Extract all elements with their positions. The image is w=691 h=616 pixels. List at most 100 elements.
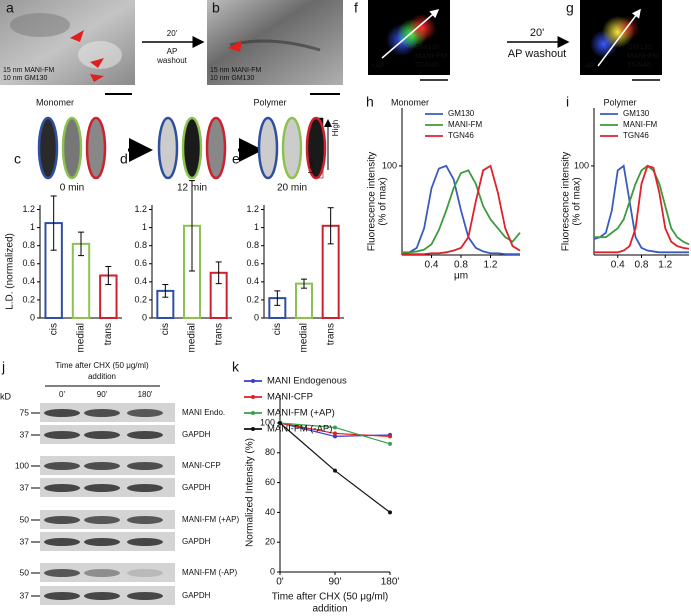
blot-band: [127, 409, 163, 417]
x-tick-label: cis: [272, 323, 283, 335]
y-tick-label: 40: [265, 507, 275, 517]
em-image: [0, 0, 135, 85]
legend-label: MANI-FM (-AP): [267, 424, 332, 435]
y-tick-label: 1.2: [134, 204, 147, 214]
panel-letter: a: [6, 0, 14, 16]
panel-letter: d: [120, 151, 128, 167]
arrow: [597, 8, 641, 67]
blot-label: GAPDH: [182, 483, 211, 492]
cisterna: [157, 116, 179, 180]
point: [333, 425, 337, 430]
blot-band: [84, 484, 120, 492]
x-tick-label: medial: [299, 323, 310, 352]
caption: Monomer: [36, 97, 74, 107]
panel-letter: i: [566, 94, 569, 110]
blot-band: [84, 409, 120, 417]
blot-band: [84, 592, 120, 600]
point: [388, 441, 392, 446]
x-tick-label: trans: [213, 323, 224, 345]
unit-label: kD: [0, 391, 12, 401]
y-tick-label: 0: [30, 312, 35, 322]
y-tick-label: 0.4: [134, 276, 147, 286]
blot-band: [44, 462, 80, 470]
image-label: 15 nm MANI-FM: [210, 67, 262, 74]
blot-header: Time after CHX (50 μg/ml): [55, 361, 149, 370]
x-tick-label: 0.8: [454, 260, 468, 271]
x-tick-label: medial: [76, 323, 87, 352]
kd-label: 75: [20, 407, 30, 417]
y-tick-label: 0.6: [134, 258, 147, 268]
chart-title: Polymer: [603, 97, 636, 107]
legend-marker: [251, 411, 255, 415]
x-tick-label: trans: [325, 323, 336, 345]
blot-band: [84, 431, 120, 439]
x-tick-label: medial: [187, 323, 198, 352]
cisterna: [305, 116, 327, 180]
arrowhead: [90, 74, 104, 82]
blot-band: [84, 462, 120, 470]
x-tick-label: cis: [48, 323, 59, 335]
x-tick-label: 0.4: [611, 260, 625, 271]
blot-band: [127, 431, 163, 439]
blot-band: [84, 516, 120, 524]
cisterna: [257, 116, 279, 180]
arrow-label: 20': [167, 29, 178, 38]
cisterna: [37, 116, 59, 180]
y-tick-label: 0.4: [22, 276, 35, 286]
arrow-label: washout: [156, 56, 188, 65]
scale-label: High: [331, 120, 340, 136]
point: [333, 431, 337, 436]
legend-marker: [251, 427, 255, 431]
image-legend: TGN46: [627, 60, 651, 69]
image-label: 10 nm GM130: [210, 75, 254, 82]
blob: [408, 14, 436, 42]
legend-label: TGN46: [623, 131, 649, 140]
blot-label: MANI Endo.: [182, 408, 225, 417]
y-tick-label: 0: [142, 312, 147, 322]
x-axis-label: Time after CHX (50 μg/ml): [272, 592, 389, 603]
panel-letter: b: [212, 0, 220, 16]
cisterna: [205, 116, 227, 180]
legend-label: GM130: [448, 109, 475, 118]
y-tick-label: 1: [254, 222, 259, 232]
y-axis-label: Normalized Intensity (%): [245, 438, 256, 547]
y-tick-label: 1: [30, 222, 35, 232]
kd-label: 50: [20, 567, 30, 577]
blot-band: [127, 516, 163, 524]
panel-letter: f: [354, 0, 358, 16]
series-line: [594, 164, 690, 254]
lane-label: 180': [138, 390, 153, 399]
point: [388, 510, 392, 515]
y-axis-label: (% of max): [572, 177, 583, 225]
image-label: 15 nm MANI-FM: [3, 67, 55, 74]
blot-band: [44, 538, 80, 546]
kd-label: 37: [20, 429, 30, 439]
caption: Polymer: [253, 97, 286, 107]
legend-marker: [251, 379, 255, 383]
blot-label: GAPDH: [182, 591, 211, 600]
x-tick-label: 0.8: [635, 260, 649, 271]
x-tick-label: cis: [160, 323, 171, 335]
y-tick-label: 100: [382, 160, 397, 170]
x-axis-label: addition: [312, 604, 347, 615]
legend-label: TGN46: [448, 131, 474, 140]
point: [333, 434, 337, 439]
arrow-label: AP: [167, 47, 178, 56]
blot-band: [127, 462, 163, 470]
y-tick-label: 100: [574, 160, 589, 170]
blot-band: [44, 569, 80, 577]
series-line: [401, 164, 520, 256]
kd-label: 37: [20, 482, 30, 492]
blot-band: [44, 431, 80, 439]
point: [333, 468, 337, 473]
legend-label: GM130: [623, 109, 650, 118]
bar: [295, 282, 313, 320]
y-tick-label: 0.2: [22, 294, 35, 304]
y-tick-label: 0.2: [134, 294, 147, 304]
lane-label: 0': [59, 390, 65, 399]
y-tick-label: 0.6: [22, 258, 35, 268]
blot-band: [44, 592, 80, 600]
blot-label: GAPDH: [182, 430, 211, 439]
blot-label: MANI-CFP: [182, 461, 221, 470]
series-line: [402, 164, 521, 256]
